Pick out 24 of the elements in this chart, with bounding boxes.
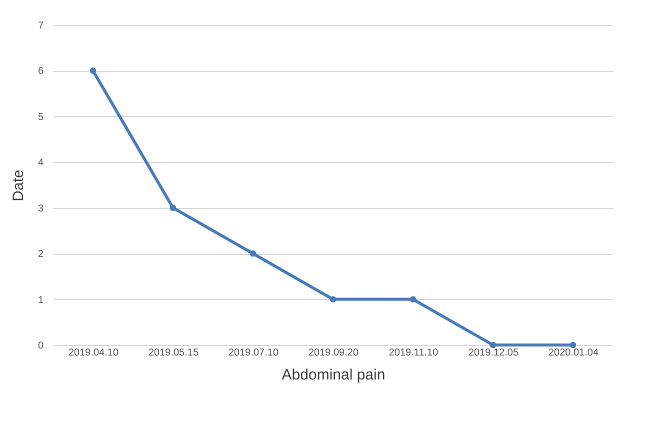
point: [490, 342, 496, 348]
y-tick-label: 4: [38, 158, 44, 169]
y-tick-label: 3: [38, 203, 44, 214]
point: [170, 204, 176, 212]
x-tick-label: 2019.07.10: [228, 348, 279, 358]
point: [330, 296, 336, 302]
x-tick-label: 2019.09.20: [308, 348, 359, 358]
y-tick-label: 1: [38, 294, 44, 306]
point: [410, 296, 416, 302]
y-tick-label: 0: [38, 340, 44, 352]
x-tick-label: 2019.11.10: [388, 348, 439, 358]
y-tick-label: 7: [38, 20, 44, 32]
y-axis-title: Date: [10, 170, 27, 202]
point: [570, 342, 576, 348]
x-tick-label: 2019.05.15: [148, 348, 199, 358]
y-tick-label: 6: [38, 66, 44, 78]
point: [250, 250, 256, 257]
y-tick-label: 5: [38, 112, 44, 123]
x-axis-title: Abdominal pain: [282, 366, 386, 384]
point: [90, 68, 96, 74]
x-tick-label: 2019.12.05: [468, 348, 519, 358]
y-tick-label: 2: [38, 249, 44, 260]
x-tick-label: 2019.04.10: [68, 348, 119, 358]
x-tick-label: 2020.01.04: [548, 348, 599, 358]
